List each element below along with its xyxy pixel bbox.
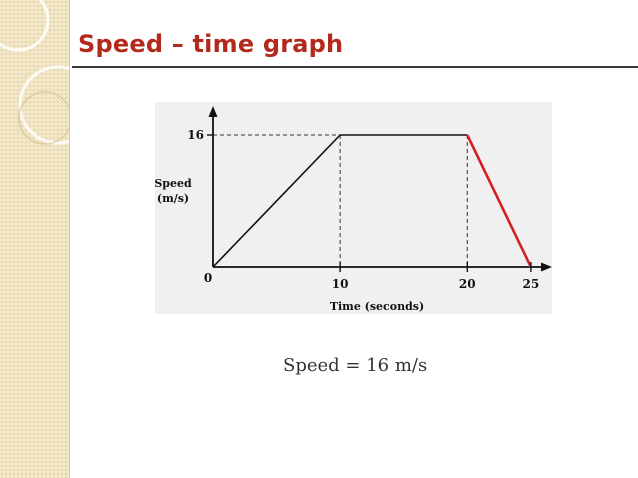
data-series	[212, 134, 533, 268]
y-axis-arrow	[208, 106, 218, 117]
y-axis-label-line-1: Speed	[155, 177, 192, 190]
speed-caption: Speed = 16 m/s	[283, 355, 428, 376]
decorative-circles	[0, 0, 69, 145]
title-divider	[72, 66, 638, 68]
x-tick-label-25: 25	[523, 277, 540, 291]
y-axis-label-line-2: (m/s)	[157, 192, 189, 205]
speed-time-chart: Speed (m/s) Time (seconds) 0 10 20 25 16	[155, 106, 552, 313]
x-axis-arrow	[541, 262, 552, 272]
y-tick-label-16: 16	[187, 128, 204, 142]
axis-labels: Speed (m/s) Time (seconds) 0	[155, 177, 424, 313]
slide-title: Speed – time graph	[78, 30, 344, 58]
ticks: 10 20 25 16	[187, 128, 539, 291]
decorative-side-band	[0, 0, 70, 478]
chart-panel: Speed (m/s) Time (seconds) 0 10 20 25 16	[155, 102, 552, 314]
x-axis-label: Time (seconds)	[330, 300, 424, 313]
x-tick-label-10: 10	[332, 277, 349, 291]
reference-lines	[213, 134, 468, 267]
origin-label: 0	[204, 271, 212, 285]
x-tick-label-20: 20	[459, 277, 476, 291]
axes	[208, 106, 552, 272]
series-2-line	[466, 134, 533, 268]
series-1-line	[212, 134, 468, 268]
